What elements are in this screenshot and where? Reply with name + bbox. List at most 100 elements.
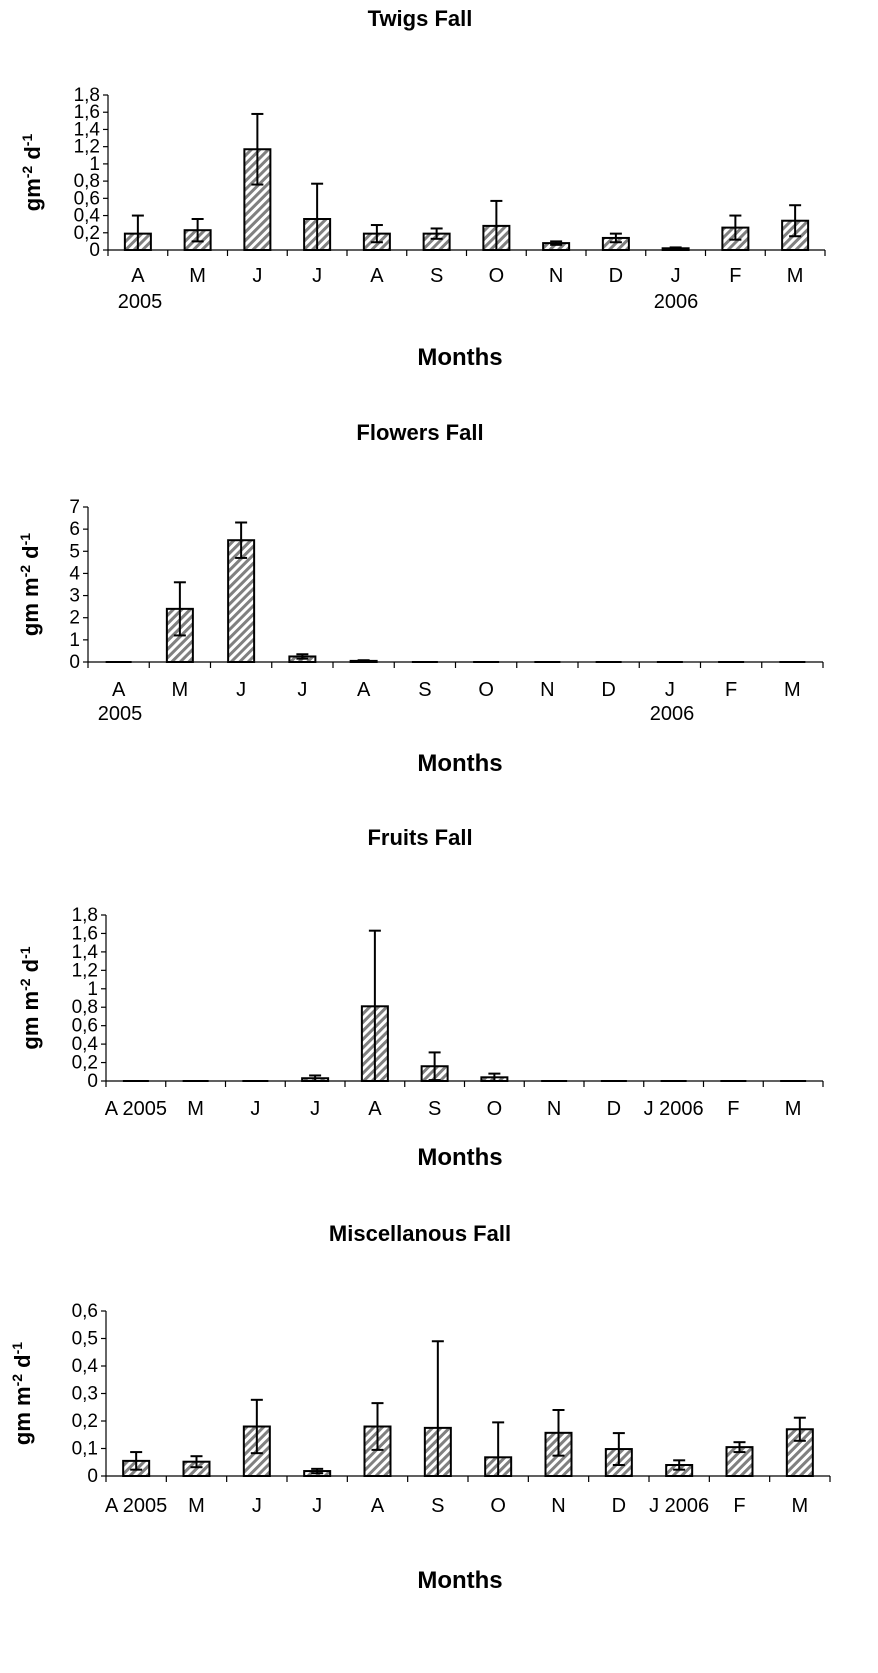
x-tick-label: N — [540, 679, 554, 701]
x-tick-label: M — [188, 1495, 205, 1517]
x-tick-label: J — [671, 265, 681, 287]
y-tick-label: 0,4 — [74, 206, 101, 227]
y-tick-label: 7 — [69, 497, 80, 518]
x-tick-label: A 2005 — [105, 1495, 167, 1517]
x-tick-label: M — [791, 1495, 808, 1517]
y-axis-title-part: gm — [20, 178, 45, 211]
x-tick-label: D — [601, 679, 615, 701]
x-tick-label: D — [609, 265, 623, 287]
y-tick-label: 1 — [87, 979, 98, 1000]
x-axis-title: Months — [417, 1567, 502, 1594]
x-tick-label: J — [252, 1495, 262, 1517]
y-axis-title-part: gm m — [10, 1386, 35, 1445]
y-axis-title-superscript: -2 — [17, 565, 33, 578]
x-tick-label: J — [312, 265, 322, 287]
y-tick-label: 0,8 — [72, 997, 98, 1018]
y-tick-label: 3 — [69, 586, 80, 607]
y-tick-label: 0,5 — [72, 1329, 98, 1350]
y-tick-label: 1,4 — [72, 942, 99, 963]
x-tick-label: A — [370, 265, 384, 287]
y-tick-label: 1,2 — [72, 960, 98, 981]
x-tick-label: A — [368, 1098, 382, 1120]
y-axis-title-superscript: -1 — [17, 533, 33, 546]
y-axis-title-superscript: -1 — [9, 1342, 25, 1355]
chart-title: Fruits Fall — [367, 825, 472, 850]
y-tick-label: 1,4 — [74, 119, 101, 140]
y-axis-title-superscript: -2 — [17, 978, 33, 991]
x-tick-label: A — [112, 679, 126, 701]
x-tick-label: F — [725, 679, 737, 701]
y-tick-label: 1,8 — [74, 85, 100, 106]
y-tick-label: 1,6 — [74, 102, 100, 123]
x-tick-label: F — [727, 1098, 739, 1120]
y-axis-title-part: d — [18, 545, 43, 565]
x-tick-label: S — [431, 1495, 444, 1517]
y-tick-label: 0,6 — [74, 188, 100, 209]
y-axis-title-superscript: -1 — [17, 946, 33, 959]
x-axis-title: Months — [417, 1144, 502, 1171]
year-label: 2005 — [118, 291, 163, 313]
chart-title: Twigs Fall — [368, 6, 473, 31]
y-axis-title-part: d — [10, 1354, 35, 1374]
x-tick-label: J — [252, 265, 262, 287]
y-tick-label: 5 — [69, 541, 80, 562]
y-tick-label: 2 — [69, 608, 80, 629]
x-tick-label: M — [787, 265, 804, 287]
y-tick-label: 1,8 — [72, 905, 98, 926]
x-tick-label: D — [607, 1098, 621, 1120]
y-tick-label: 0,2 — [74, 223, 100, 244]
y-axis-title: gm m-2 d-1 — [9, 1342, 35, 1445]
x-tick-label: N — [549, 265, 563, 287]
y-tick-label: 0,3 — [72, 1384, 98, 1405]
x-tick-label: M — [189, 265, 206, 287]
y-axis-title-part: gm m — [18, 577, 43, 636]
y-tick-label: 0,2 — [72, 1053, 98, 1074]
x-tick-label: O — [478, 679, 494, 701]
x-tick-label: N — [551, 1495, 565, 1517]
x-tick-label: A — [371, 1495, 385, 1517]
y-axis-title-part: gm m — [18, 991, 43, 1050]
x-tick-label: J — [312, 1495, 322, 1517]
x-tick-label: A — [131, 265, 145, 287]
y-tick-label: 0 — [89, 240, 100, 261]
chart-panel-4: Miscellanous Fall 0 0,1 0,2 0,3 0,4 0,5 0,6 A 20… — [9, 1221, 831, 1594]
y-tick-label: 0,2 — [72, 1411, 98, 1432]
x-tick-label: S — [428, 1098, 441, 1120]
y-axis-title: gm m-2 d-1 — [17, 946, 43, 1049]
x-tick-label: S — [418, 679, 431, 701]
chart-title: Flowers Fall — [356, 420, 483, 445]
year-label: 2006 — [650, 703, 695, 725]
y-tick-label: 6 — [69, 519, 80, 540]
y-axis-title-part: d — [20, 146, 45, 166]
y-axis-title-superscript: -1 — [19, 134, 35, 147]
y-tick-label: 1 — [69, 630, 80, 651]
x-tick-label: O — [490, 1495, 506, 1517]
x-tick-label: N — [547, 1098, 561, 1120]
y-tick-label: 0,6 — [72, 1301, 98, 1322]
chart-title: Miscellanous Fall — [329, 1221, 511, 1246]
x-tick-label: M — [187, 1098, 204, 1120]
x-tick-label: O — [489, 265, 505, 287]
y-tick-label: 0 — [69, 652, 80, 673]
y-axis-title-part: d — [18, 959, 43, 979]
x-tick-label: J — [250, 1098, 260, 1120]
year-label: 2006 — [654, 291, 699, 313]
x-axis-title: Months — [417, 750, 502, 777]
x-tick-label: J — [665, 679, 675, 701]
x-tick-label: M — [172, 679, 189, 701]
y-axis-title: gm-2 d-1 — [19, 134, 45, 212]
x-tick-label: M — [785, 1098, 802, 1120]
y-tick-label: 1 — [89, 154, 100, 175]
y-tick-label: 0 — [87, 1466, 98, 1487]
y-axis-title-superscript: -2 — [9, 1374, 25, 1387]
x-tick-label: A 2005 — [105, 1098, 167, 1120]
x-tick-label: J — [297, 679, 307, 701]
x-tick-label: F — [729, 265, 741, 287]
x-tick-label: M — [784, 679, 801, 701]
x-tick-label: J — [236, 679, 246, 701]
y-tick-label: 4 — [69, 563, 80, 584]
y-tick-label: 0,4 — [72, 1034, 99, 1055]
y-tick-label: 1,2 — [74, 137, 100, 158]
